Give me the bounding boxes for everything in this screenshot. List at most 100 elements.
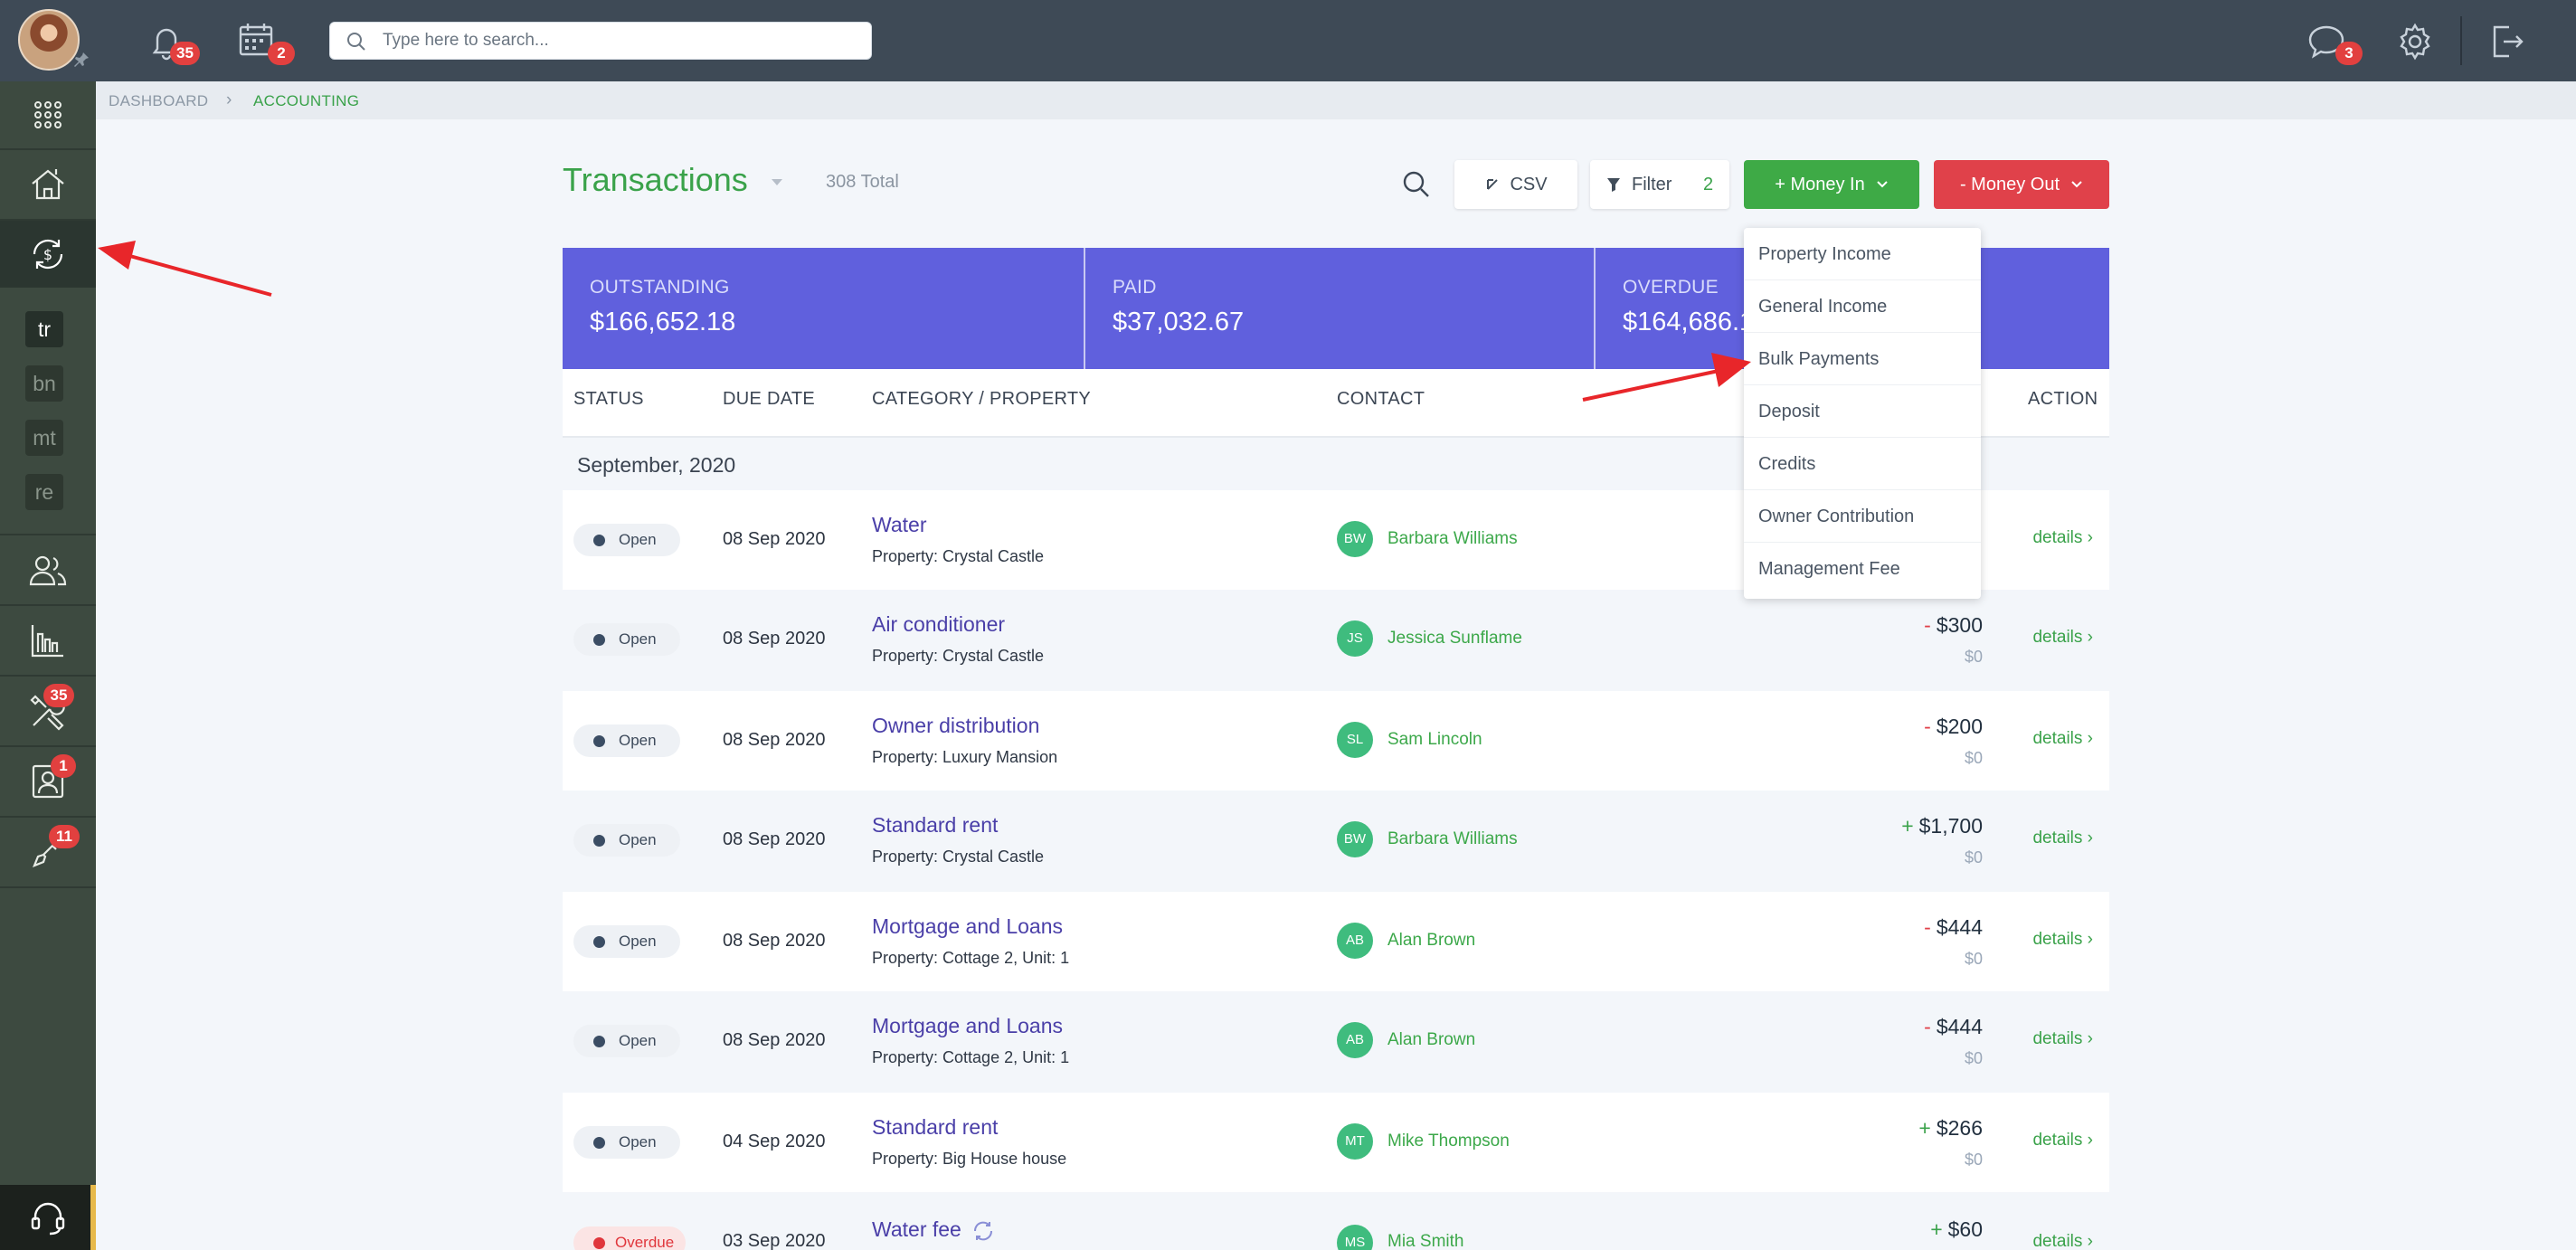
user-avatar[interactable] bbox=[18, 9, 80, 71]
money-in-button[interactable]: + Money In bbox=[1744, 160, 1919, 209]
amount-value: $266 bbox=[1936, 1116, 1983, 1140]
contact-name[interactable]: Mike Thompson bbox=[1387, 1132, 1510, 1151]
row-category[interactable]: Mortgage and Loans bbox=[872, 914, 1063, 938]
row-category[interactable]: Owner distribution bbox=[872, 714, 1040, 737]
contact-avatar: BW bbox=[1337, 521, 1373, 557]
menu-item-general-income[interactable]: General Income bbox=[1744, 280, 1981, 333]
row-amount: + $266 bbox=[1918, 1116, 1983, 1141]
logout-icon[interactable] bbox=[2486, 20, 2529, 63]
filter-label: Filter bbox=[1632, 174, 1672, 194]
row-category[interactable]: Standard rent bbox=[872, 1115, 999, 1139]
table-row[interactable]: Open 08 Sep 2020 Air conditioner Propert… bbox=[563, 590, 2109, 689]
menu-item-management-fee[interactable]: Management Fee bbox=[1758, 559, 1900, 579]
sidebar-item-properties[interactable] bbox=[0, 150, 96, 219]
support-button[interactable] bbox=[0, 1185, 96, 1250]
amount-sign: - bbox=[1924, 915, 1931, 939]
table-row[interactable]: Open 04 Sep 2020 Standard rent Property:… bbox=[563, 1093, 2109, 1192]
search-input[interactable] bbox=[383, 23, 853, 58]
contact-name[interactable]: Sam Lincoln bbox=[1387, 730, 1482, 749]
breadcrumb-dashboard[interactable]: DASHBOARD bbox=[109, 92, 209, 109]
details-link[interactable]: details › bbox=[2032, 1131, 2093, 1150]
money-out-button[interactable]: - Money Out bbox=[1934, 160, 2109, 209]
row-property: Property: Crystal Castle bbox=[872, 848, 1045, 866]
csv-button[interactable]: CSV bbox=[1454, 160, 1577, 209]
menu-item-credits[interactable]: Credits bbox=[1744, 438, 1981, 490]
contact-name[interactable]: Mia Smith bbox=[1387, 1232, 1464, 1250]
contact-avatar: AB bbox=[1337, 1022, 1373, 1058]
row-date: 03 Sep 2020 bbox=[723, 1231, 826, 1250]
bar-chart-icon bbox=[31, 625, 63, 658]
row-category[interactable]: Standard rent bbox=[872, 813, 999, 837]
contact-avatar: SL bbox=[1337, 722, 1373, 758]
contact-name[interactable]: Barbara Williams bbox=[1387, 529, 1518, 548]
sidebar-item-tools[interactable] bbox=[0, 818, 96, 886]
column-category[interactable]: CATEGORY / PROPERTY bbox=[872, 389, 1092, 409]
sidebar-divider bbox=[0, 604, 96, 606]
details-link[interactable]: details › bbox=[2032, 528, 2093, 547]
sidebar-item-apps[interactable] bbox=[0, 81, 96, 148]
details-link[interactable]: details › bbox=[2032, 930, 2093, 949]
headset-icon bbox=[31, 1202, 65, 1236]
details-link[interactable]: details › bbox=[2032, 628, 2093, 647]
subnav-tr[interactable]: tr bbox=[25, 311, 63, 347]
column-status[interactable]: STATUS bbox=[573, 389, 644, 409]
details-label: details bbox=[2032, 1232, 2083, 1250]
page-title[interactable]: Transactions bbox=[563, 161, 748, 198]
contact-name[interactable]: Alan Brown bbox=[1387, 931, 1476, 950]
table-row[interactable]: Overdue 03 Sep 2020 Water fee MS Mia Smi… bbox=[563, 1192, 2109, 1250]
amount-sign: + bbox=[1918, 1116, 1931, 1140]
subnav-mt[interactable]: mt bbox=[25, 420, 63, 456]
row-date: 08 Sep 2020 bbox=[723, 529, 826, 549]
table-row[interactable]: Open 08 Sep 2020 Mortgage and Loans Prop… bbox=[563, 991, 2109, 1091]
column-contact[interactable]: CONTACT bbox=[1337, 389, 1425, 409]
sidebar-item-tenants[interactable] bbox=[0, 747, 96, 816]
row-category[interactable]: Water bbox=[872, 513, 927, 536]
amount-value: $444 bbox=[1936, 915, 1983, 939]
table-row[interactable]: Open 08 Sep 2020 Owner distribution Prop… bbox=[563, 691, 2109, 791]
contact-name[interactable]: Jessica Sunflame bbox=[1387, 629, 1522, 648]
month-group-label: September, 2020 bbox=[577, 453, 736, 477]
row-category[interactable]: Mortgage and Loans bbox=[872, 1014, 1063, 1037]
details-link[interactable]: details › bbox=[2032, 729, 2093, 748]
menu-item-bulk-payments[interactable]: Bulk Payments bbox=[1744, 333, 1981, 385]
sidebar-item-accounting[interactable]: $ bbox=[0, 221, 96, 288]
tenants-badge: 1 bbox=[51, 754, 76, 778]
sidebar-item-reports[interactable] bbox=[0, 606, 96, 675]
details-link[interactable]: details › bbox=[2032, 1029, 2093, 1048]
column-action: ACTION bbox=[2028, 389, 2098, 409]
details-label: details bbox=[2032, 1131, 2083, 1150]
gear-icon[interactable] bbox=[2393, 20, 2437, 63]
menu-item-deposit[interactable]: Deposit bbox=[1744, 385, 1981, 438]
sidebar-divider bbox=[0, 816, 96, 818]
details-label: details bbox=[2032, 729, 2083, 748]
contact-avatar: JS bbox=[1337, 620, 1373, 657]
outstanding-label: OUTSTANDING bbox=[590, 277, 730, 298]
sidebar-item-contacts[interactable] bbox=[0, 535, 96, 604]
summary-divider bbox=[1594, 248, 1596, 369]
chat-icon[interactable] bbox=[2305, 20, 2348, 63]
contact-name[interactable]: Barbara Williams bbox=[1387, 829, 1518, 848]
row-amount: - $300 bbox=[1924, 613, 1983, 638]
row-category[interactable]: Air conditioner bbox=[872, 612, 1006, 636]
row-date: 08 Sep 2020 bbox=[723, 931, 826, 951]
menu-item-property-income[interactable]: Property Income bbox=[1744, 228, 1981, 280]
chevron-right-icon: › bbox=[226, 90, 232, 109]
status-badge: Open bbox=[573, 1025, 680, 1057]
table-row[interactable]: Open 08 Sep 2020 Standard rent Property:… bbox=[563, 791, 2109, 890]
details-link[interactable]: details › bbox=[2032, 1232, 2093, 1250]
title-dropdown-icon[interactable] bbox=[772, 179, 782, 185]
details-link[interactable]: details › bbox=[2032, 829, 2093, 848]
subnav-re[interactable]: re bbox=[25, 474, 63, 510]
table-row[interactable]: Open 08 Sep 2020 Mortgage and Loans Prop… bbox=[563, 892, 2109, 991]
filter-button[interactable]: Filter 2 bbox=[1590, 160, 1729, 209]
menu-item-owner-contribution[interactable]: Owner Contribution bbox=[1744, 490, 1981, 543]
column-due-date[interactable]: DUE DATE bbox=[723, 389, 816, 409]
calendar-icon[interactable] bbox=[235, 20, 279, 63]
row-category[interactable]: Water fee bbox=[872, 1217, 961, 1241]
subnav-bn[interactable]: bn bbox=[25, 365, 63, 402]
contact-name[interactable]: Alan Brown bbox=[1387, 1030, 1476, 1049]
search-icon[interactable] bbox=[1402, 170, 1431, 204]
summary-paid: PAID $37,032.67 bbox=[1085, 248, 1594, 369]
contact-avatar: AB bbox=[1337, 923, 1373, 959]
status-badge: Open bbox=[573, 824, 680, 857]
